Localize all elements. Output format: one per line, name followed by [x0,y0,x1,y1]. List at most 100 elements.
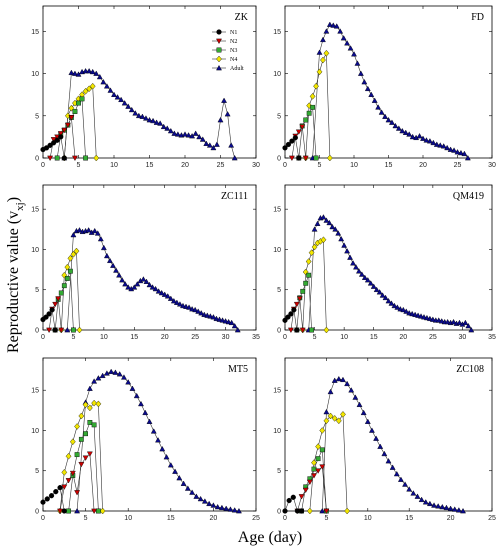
data-point-adult [133,392,140,399]
data-point-n2 [311,473,317,479]
data-point-adult [358,271,365,277]
y-tick-label: 5 [35,113,39,120]
series-line-n3 [296,275,312,331]
data-point-adult [210,314,217,320]
data-point-adult [351,51,357,57]
data-point-n4 [93,154,100,162]
panel-zc108: 0 5 10 15 20 25 0 5 10 15 ZC108 [273,357,496,522]
data-point-n2 [65,478,72,484]
data-point-n3 [71,327,76,333]
panel-frame [284,184,493,331]
data-point-n4 [67,255,74,262]
series-adult [305,214,475,333]
data-point-adult [108,368,115,374]
data-point-adult [189,489,196,495]
series-line-adult [312,24,469,159]
legend-label-n2: N2 [230,39,237,45]
data-point-n2 [91,508,98,515]
data-point-adult [410,490,417,496]
data-point-adult [129,385,136,391]
data-point-adult [370,283,377,289]
data-point-n3 [87,420,93,425]
data-point-adult [333,23,340,29]
data-point-adult [323,28,330,34]
series-line-n4 [61,250,80,331]
data-point-n1 [294,327,300,333]
data-point-n2 [299,124,306,130]
data-point-adult [103,370,110,376]
data-point-adult [180,302,186,309]
y-tick-label: 0 [277,328,281,335]
data-point-adult [82,68,89,74]
data-point-n3 [303,280,309,286]
series-n2 [57,451,98,515]
data-point-adult [118,96,125,103]
data-point-n4 [306,102,313,109]
x-tick-label: 5 [324,515,328,522]
data-point-n2 [298,494,305,500]
data-point-adult [228,319,235,326]
data-point-adult [332,226,339,232]
x-tick-label: 10 [100,334,108,341]
data-point-n1 [291,307,297,313]
y-axis-title-close: ) [5,197,22,202]
data-point-n4 [323,326,330,334]
data-point-adult [388,300,395,306]
y-tick-label: 15 [31,29,39,36]
data-point-adult [323,217,330,223]
series-n4 [306,411,350,515]
x-tick-label: 35 [252,334,260,341]
y-tick-label: 15 [31,388,39,395]
data-point-adult [234,326,241,333]
data-point-adult [219,317,226,323]
series-adult [64,227,241,333]
data-point-n2 [293,301,300,308]
data-point-adult [122,281,129,287]
data-point-adult [454,149,461,155]
data-point-n1 [58,134,64,140]
data-point-adult [116,371,123,377]
data-point-n2 [299,327,306,334]
data-point-adult [395,125,402,131]
data-point-n4 [320,56,326,64]
data-point-adult [458,149,464,156]
data-point-adult [361,78,368,85]
data-point-adult [180,480,187,486]
legend-marker-n1 [216,29,222,35]
data-point-adult [420,135,426,141]
data-point-adult [107,257,113,264]
legend-marker-n2 [216,38,222,45]
data-point-adult [157,120,164,126]
data-point-adult [146,418,153,424]
data-point-n1 [40,499,46,505]
x-tick-label: 15 [370,334,378,341]
data-point-adult [174,131,181,137]
data-point-adult [192,130,199,136]
panel-frame [284,357,493,512]
data-point-adult [158,289,165,296]
series-n2 [46,296,65,334]
data-point-adult [76,227,83,233]
data-point-n4 [86,85,93,93]
data-point-adult [163,454,170,460]
data-point-adult [353,264,359,270]
data-point-n4 [86,404,93,412]
data-point-adult [456,319,463,326]
data-point-adult [344,248,351,254]
series-line-adult [308,216,472,331]
data-point-adult [103,83,110,89]
data-point-adult [172,468,178,474]
data-point-adult [350,260,356,266]
data-point-adult [206,142,213,148]
data-point-n3 [58,290,64,296]
data-point-n2 [323,508,330,515]
data-point-adult [385,297,392,304]
data-point-n3 [76,100,81,106]
data-point-adult [423,137,430,143]
data-point-adult [85,227,92,233]
data-point-n1 [49,307,55,313]
data-point-n2 [57,131,64,137]
data-point-n4 [344,507,350,515]
data-point-adult [170,297,177,304]
x-tick-label: 15 [405,515,413,522]
